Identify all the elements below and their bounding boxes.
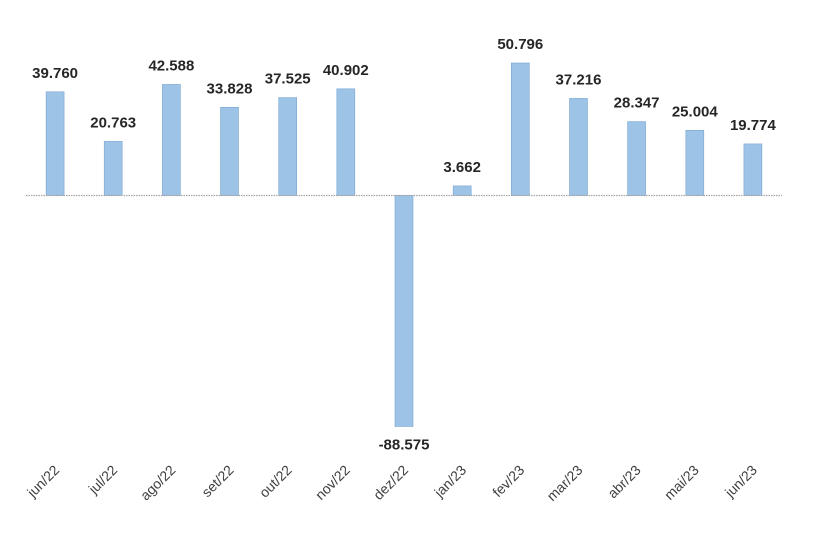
value-label-jun/22: 39.760	[32, 65, 78, 82]
x-tick-label-jul/22: jul/22	[85, 462, 121, 498]
x-tick-label-out/22: out/22	[256, 462, 295, 501]
x-tick-label-jun/23: jun/23	[721, 462, 760, 501]
bar-fev/23	[510, 62, 530, 196]
value-label-jun/23: 19.774	[730, 117, 777, 134]
x-tick-label-jan/23: jan/23	[430, 462, 469, 501]
value-label-jan/23: 3.662	[443, 159, 481, 176]
x-tick-label-mar/23: mar/23	[543, 462, 585, 504]
bar-jun/23	[743, 143, 763, 196]
value-label-nov/22: 40.902	[323, 62, 369, 79]
value-label-out/22: 37.525	[265, 71, 311, 88]
bar-out/22	[278, 97, 298, 196]
value-label-set/22: 33.828	[207, 80, 253, 97]
bar-mai/23	[685, 130, 705, 196]
bars-group	[45, 62, 763, 427]
value-label-mai/23: 25.004	[672, 103, 719, 120]
x-tick-label-nov/22: nov/22	[312, 462, 353, 503]
value-label-fev/23: 50.796	[497, 36, 543, 53]
value-label-mar/23: 37.216	[556, 71, 602, 88]
x-tick-label-mai/23: mai/23	[661, 462, 702, 503]
bar-abr/23	[627, 121, 646, 196]
x-tick-label-dez/22: dez/22	[370, 462, 411, 503]
x-tick-label-set/22: set/22	[198, 462, 236, 500]
x-tick-label-abr/23: abr/23	[604, 462, 644, 502]
bar-jun/22	[45, 91, 65, 196]
x-tick-label-ago/22: ago/22	[137, 462, 179, 504]
value-label-ago/22: 42.588	[148, 57, 194, 74]
x-tick-label-fev/23: fev/23	[489, 462, 527, 500]
bar-set/22	[220, 107, 239, 196]
value-label-jul/22: 20.763	[90, 114, 136, 131]
value-label-dez/22: -88.575	[379, 437, 430, 454]
bar-nov/22	[336, 88, 356, 196]
bar-dez/22	[394, 195, 414, 427]
bar-mar/23	[569, 98, 588, 196]
bar-ago/22	[162, 84, 181, 196]
bar-jan/23	[452, 185, 472, 196]
x-tick-label-jun/22: jun/22	[23, 462, 62, 501]
value-label-abr/23: 28.347	[614, 95, 660, 112]
bar-jul/22	[103, 141, 123, 196]
x-tick-labels-group: jun/22 jul/22 ago/22 set/22 out/22 nov/22 dez/…	[23, 462, 760, 504]
value-labels-group: 39.760 20.763 42.588 33.828 37.525 40.902 -88.…	[32, 36, 776, 454]
